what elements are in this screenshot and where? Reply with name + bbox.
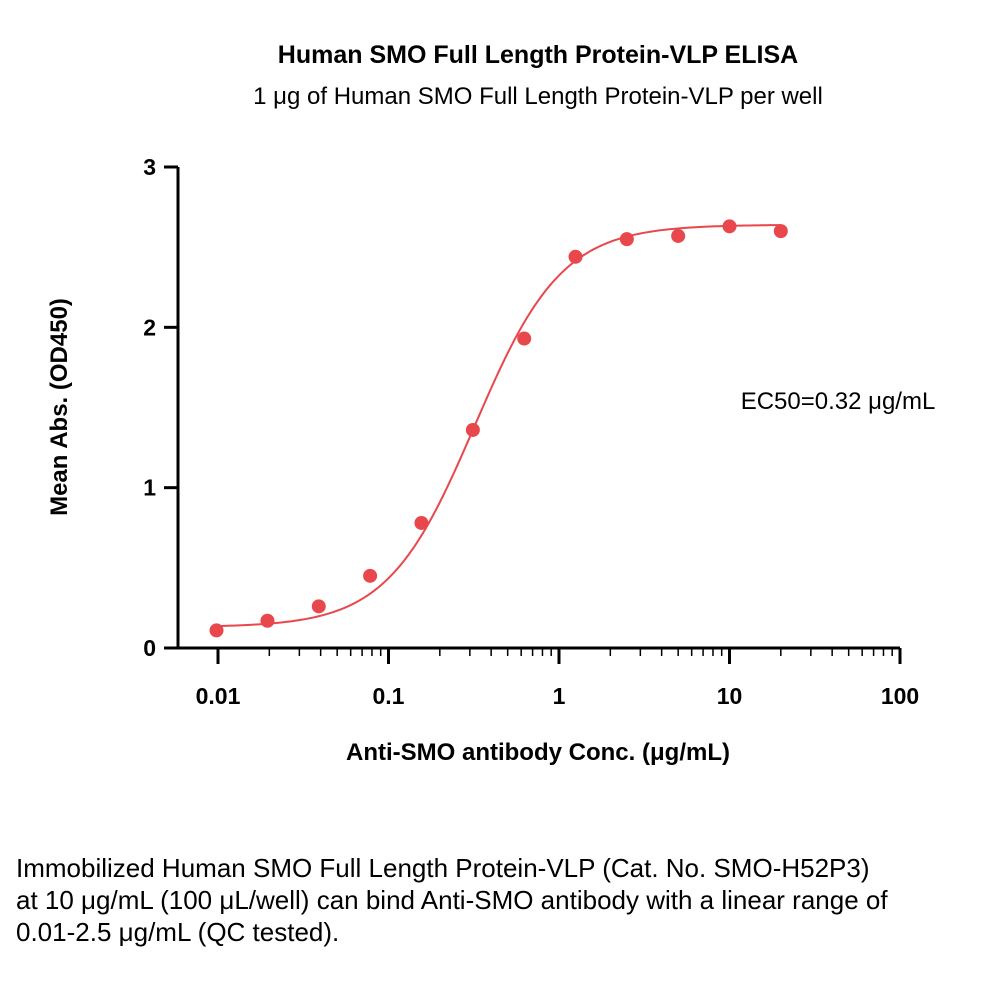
ec50-annotation: EC50=0.32 μg/mL: [741, 388, 936, 415]
y-tick-label: 1: [143, 475, 156, 501]
x-tick-label: 100: [881, 683, 919, 709]
data-point: [465, 422, 480, 437]
fit-curve: [216, 224, 781, 628]
data-point: [568, 249, 583, 264]
elisa-chart: Human SMO Full Length Protein-VLP ELISA …: [46, 41, 936, 766]
tick-labels: 0 1 2 3 0.01 0.1 1 10 100: [143, 154, 919, 709]
data-point: [619, 232, 634, 247]
data-point: [671, 228, 686, 243]
data-point: [311, 599, 326, 614]
data-point: [209, 623, 224, 638]
x-tick-label: 0.01: [196, 683, 241, 709]
x-tick-label: 10: [717, 683, 743, 709]
x-tick-label: 1: [553, 683, 566, 709]
figure-caption: Immobilized Human SMO Full Length Protei…: [16, 853, 888, 947]
data-point: [517, 331, 532, 346]
x-tick-label: 0.1: [373, 683, 405, 709]
data-point: [414, 515, 429, 530]
data-point: [773, 224, 788, 239]
chart-subtitle: 1 μg of Human SMO Full Length Protein-VL…: [253, 83, 823, 110]
data-point: [363, 568, 378, 583]
y-axis-label: Mean Abs. (OD450): [46, 298, 73, 516]
y-tick-label: 2: [143, 314, 156, 340]
fit-curve-layer: [216, 224, 781, 628]
y-tick-label: 0: [143, 635, 156, 661]
chart-title: Human SMO Full Length Protein-VLP ELISA: [278, 41, 798, 69]
data-point: [260, 613, 275, 628]
data-points: [209, 219, 788, 638]
x-axis-label: Anti-SMO antibody Conc. (μg/mL): [346, 739, 730, 766]
y-tick-label: 3: [143, 154, 156, 180]
axes: [164, 165, 902, 664]
data-point: [722, 219, 737, 234]
